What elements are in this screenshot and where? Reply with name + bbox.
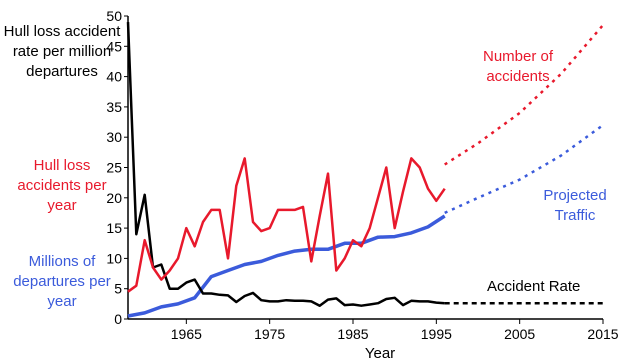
x-axis-label: Year (365, 345, 395, 362)
axes: 0 5 10 15 20 25 30 35 40 45 50 1965 1975 1985 1995 2005… (106, 8, 618, 342)
x-tick-label: 1985 (337, 326, 368, 342)
y-tick-label: 30 (106, 129, 122, 145)
y-tick-label: 25 (106, 160, 122, 176)
y-tick-label: 20 (106, 190, 122, 206)
x-tick-label: 1995 (421, 326, 452, 342)
series-accidents-projection (444, 24, 604, 166)
x-tick-label: 2005 (504, 326, 535, 342)
y-tick-label: 45 (106, 38, 122, 54)
accidents-projection-annotation: Number of accidents (483, 48, 554, 85)
traffic-label: Millions of departures per year (13, 253, 111, 310)
y-tick-label: 10 (106, 250, 122, 266)
y-tick-label: 5 (114, 281, 122, 297)
accidents-label: Hull loss accidents per year (17, 157, 107, 214)
y-tick-label: 0 (114, 311, 122, 327)
traffic-projection-annotation: Projected Traffic (543, 187, 606, 224)
y-tick-label: 40 (106, 69, 122, 85)
series-traffic (127, 214, 446, 318)
x-tick-label: 1975 (254, 326, 285, 342)
x-tick-label: 1965 (171, 326, 202, 342)
y-tick-label: 35 (106, 99, 122, 115)
series-layer (126, 22, 604, 318)
rate-label: Hull loss accident rate per million depa… (3, 23, 121, 80)
series-accidents (127, 157, 446, 293)
x-tick-label: 2015 (587, 326, 618, 342)
y-tick-label: 50 (106, 8, 122, 24)
rate-projection-annotation: Accident Rate (487, 278, 580, 295)
series-rate (126, 22, 445, 307)
series-traffic-projection (444, 124, 604, 215)
y-tick-label: 15 (106, 220, 122, 236)
